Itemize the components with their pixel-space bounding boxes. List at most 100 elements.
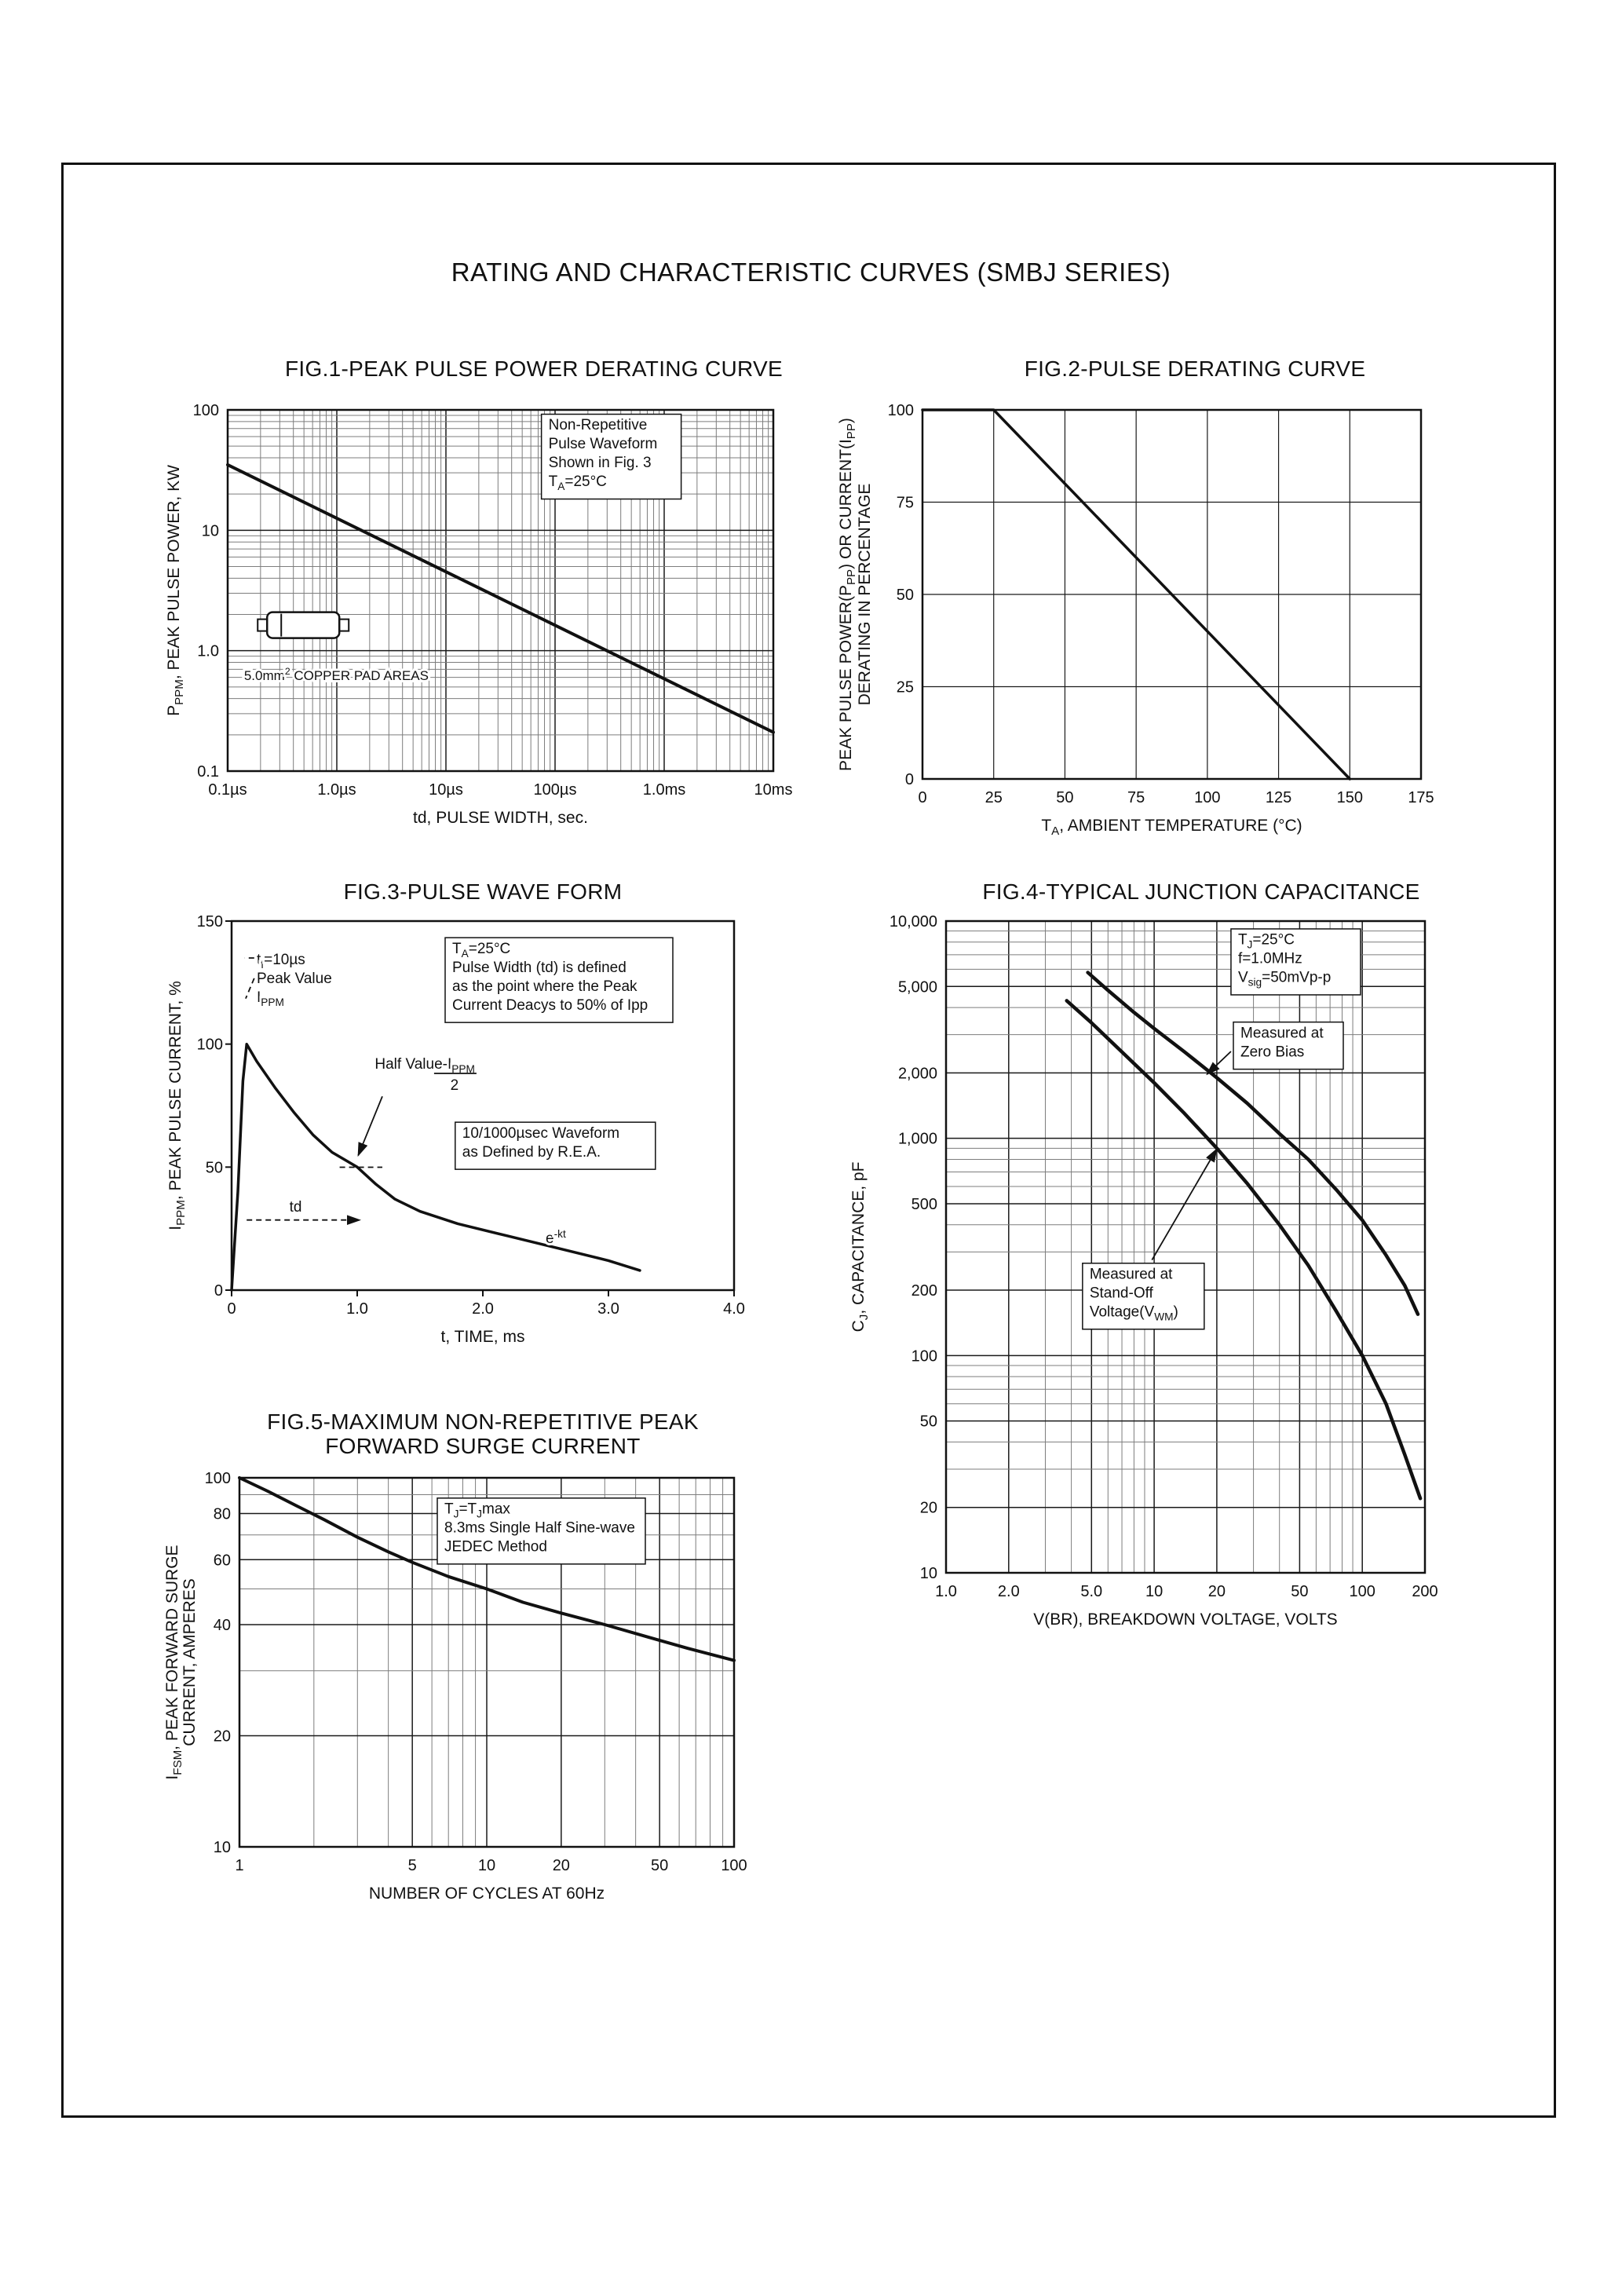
svg-text:25: 25 [985, 789, 1003, 806]
fig3-y-axis-label-0: IPPM, PEAK PULSE CURRENT, % [166, 981, 188, 1230]
fig1-canvas: 0.1µs 1.0µs 10µs 100µs 1.0ms 10ms 0.1 1.0 10 100 t… [165, 402, 792, 827]
fig4-annotation-0-line-0: TJ=25°C [1238, 932, 1295, 951]
fig3-annotation-6-line-1: as Defined by R.E.A. [462, 1144, 601, 1161]
fig1-annotation-0-line-0: Non-Repetitive [549, 417, 648, 433]
svg-text:100: 100 [721, 1857, 747, 1874]
fig5-canvas: 1 5 10 20 50 100 10 20 40 60 80 100 NUMBER OF CYCLES… [163, 1470, 747, 1903]
fig5-chart: 1 5 10 20 50 100 10 20 40 60 80 100 NUMBER OF CYCLES… [163, 1458, 801, 1933]
fig3-annotation-0-line-1: Peak Value [257, 971, 332, 987]
fig3-x-axis-label: t, TIME, ms [441, 1328, 525, 1346]
svg-text:50: 50 [1056, 789, 1073, 806]
svg-text:50: 50 [1291, 1583, 1308, 1600]
fig4-series-zero-bias [1086, 971, 1420, 1316]
fig3-canvas: 0 1.0 2.0 3.0 4.0 0 50 100 150 t, TIME, ms IPPM, P… [166, 913, 745, 1346]
svg-text:100: 100 [888, 402, 914, 419]
fig2-chart: 0 25 50 75 100 125 150 175 0 25 50 75 100 TA, AMBIENT… [832, 382, 1476, 873]
fig4-annotation-box-0 [1230, 928, 1361, 996]
page-title: RATING AND CHARACTERISTIC CURVES (SMBJ S… [451, 258, 1171, 287]
svg-text:100: 100 [205, 1470, 231, 1487]
fig4-leader-line-2 [1206, 1051, 1232, 1076]
fig5-x-axis-label: NUMBER OF CYCLES AT 60Hz [369, 1885, 605, 1903]
svg-text:20: 20 [214, 1728, 231, 1746]
fig4-junction-capacitance: FIG.4-TYPICAL JUNCTION CAPACITANCE 1.0 2.… [832, 878, 1476, 1679]
svg-text:20: 20 [1208, 1583, 1226, 1600]
svg-text:1,000: 1,000 [898, 1131, 937, 1148]
svg-text:10: 10 [202, 522, 219, 539]
svg-text:0.1µs: 0.1µs [208, 781, 247, 799]
svg-text:100: 100 [193, 402, 219, 419]
fig4-leader-line-4 [1151, 1147, 1218, 1261]
svg-text:10: 10 [214, 1839, 231, 1856]
svg-text:100: 100 [1194, 789, 1220, 806]
fig3-title: FIG.3-PULSE WAVE FORM [343, 879, 623, 904]
svg-text:100: 100 [1350, 1583, 1375, 1600]
fig3-annotation-3-line-1: Pulse Width (td) is defined [452, 960, 627, 976]
svg-text:2.0: 2.0 [998, 1583, 1020, 1600]
fig3-pulse-wave-form: FIG.3-PULSE WAVE FORM 0 1.0 2.0 3.0 4.0 0 50 10… [165, 878, 801, 1380]
svg-text:0: 0 [227, 1300, 236, 1318]
svg-text:175: 175 [1408, 789, 1434, 806]
fig2-pulse-derating: FIG.2-PULSE DERATING CURVE 0 25 50 75 100 125… [832, 355, 1476, 873]
fig1-series-peak-pulse-power [226, 462, 775, 734]
svg-text:2.0: 2.0 [472, 1300, 494, 1318]
fig2-title: FIG.2-PULSE DERATING CURVE [1024, 356, 1366, 381]
fig3-annotation-6-line-0: 10/1000µsec Waveform [462, 1125, 619, 1142]
svg-text:1.0: 1.0 [935, 1583, 957, 1600]
fig4-title: FIG.4-TYPICAL JUNCTION CAPACITANCE [982, 879, 1420, 904]
fig2-canvas: 0 25 50 75 100 125 150 175 0 25 50 75 100 TA, AMBIENT… [837, 402, 1434, 838]
svg-text:50: 50 [920, 1413, 937, 1431]
fig3-annotation-10-line-0: e-kt [546, 1228, 566, 1247]
fig4-annotation-box-3 [1082, 1263, 1205, 1330]
smb-package-icon [257, 611, 350, 639]
fig5-annotation-0-line-1: 8.3ms Single Half Sine-wave [444, 1520, 635, 1537]
fig4-annotation-3-line-2: Voltage(VWM) [1090, 1303, 1178, 1322]
svg-text:50: 50 [206, 1159, 223, 1176]
fig3-leader-line-5 [357, 1095, 383, 1157]
fig1-peak-pulse-power-derating: FIG.1-PEAK PULSE POWER DERATING CURVE 0.… [165, 355, 801, 873]
svg-text:4.0: 4.0 [723, 1300, 745, 1318]
svg-text:1.0ms: 1.0ms [643, 781, 685, 799]
svg-text:125: 125 [1266, 789, 1291, 806]
svg-text:10,000: 10,000 [890, 913, 937, 930]
fig3-chart: 0 1.0 2.0 3.0 4.0 0 50 100 150 t, TIME, ms IPPM, P… [165, 905, 801, 1380]
svg-text:150: 150 [1337, 789, 1363, 806]
fig4-annotation-box-1 [1233, 1021, 1344, 1070]
fig4-annotation-1-line-1: Zero Bias [1240, 1044, 1304, 1060]
fig1-x-axis-label: td, PULSE WIDTH, sec. [413, 809, 588, 827]
fig3-annotation-3-line-3: Current Deacys to 50% of Ipp [452, 997, 648, 1014]
svg-text:50: 50 [897, 587, 914, 604]
svg-text:25: 25 [897, 679, 914, 696]
svg-text:100: 100 [911, 1347, 937, 1365]
fig3-fraction-top: Half Value-IPPM [374, 1056, 475, 1075]
svg-text:200: 200 [911, 1282, 937, 1300]
svg-text:20: 20 [920, 1500, 937, 1517]
svg-text:1: 1 [235, 1857, 243, 1874]
fig3-annotation-7-line-0: td [290, 1199, 302, 1216]
fig2-y-axis-label-0: PEAK PULSE POWER(PPP) OR CURRENT(IPP) [837, 418, 858, 771]
svg-text:1.0: 1.0 [197, 643, 219, 660]
fig1-annotation-0-line-1: Pulse Waveform [549, 436, 658, 452]
fig3-annotation-3-line-2: as the point where the Peak [452, 978, 637, 995]
fig4-chart: 1.0 2.0 5.0 10 20 50 100 200 10 20 50 100 200 500 1,00… [832, 905, 1476, 1679]
fig5-annotation-box-0 [437, 1497, 646, 1565]
fig5-y-axis-label-1: CURRENT, AMPERES [181, 1578, 199, 1746]
fig5-series-surge-current [238, 1476, 736, 1662]
svg-text:10: 10 [920, 1565, 937, 1582]
fig4-annotation-1-line-0: Measured at [1240, 1025, 1324, 1041]
svg-text:200: 200 [1412, 1583, 1438, 1600]
fig2-x-axis-label: TA, AMBIENT TEMPERATURE (°C) [1041, 817, 1302, 838]
page-frame [61, 163, 1556, 2118]
svg-text:10: 10 [478, 1857, 495, 1874]
svg-text:75: 75 [897, 495, 914, 512]
svg-text:60: 60 [214, 1552, 231, 1569]
svg-text:20: 20 [553, 1857, 570, 1874]
fig3-annotation-0-line-0: tf=10µs [257, 952, 305, 971]
svg-text:80: 80 [214, 1506, 231, 1523]
fig3-annotation-box-3 [444, 937, 674, 1023]
fig4-annotation-3-line-0: Measured at [1090, 1266, 1173, 1282]
fig4-annotation-0-line-2: Vsig=50mVp-p [1238, 970, 1331, 989]
svg-text:0: 0 [214, 1282, 223, 1300]
svg-text:5,000: 5,000 [898, 978, 937, 996]
svg-text:150: 150 [197, 913, 223, 930]
fig1-annotation-2-line-0: 5.0mm2 COPPER PAD AREAS [244, 666, 429, 683]
